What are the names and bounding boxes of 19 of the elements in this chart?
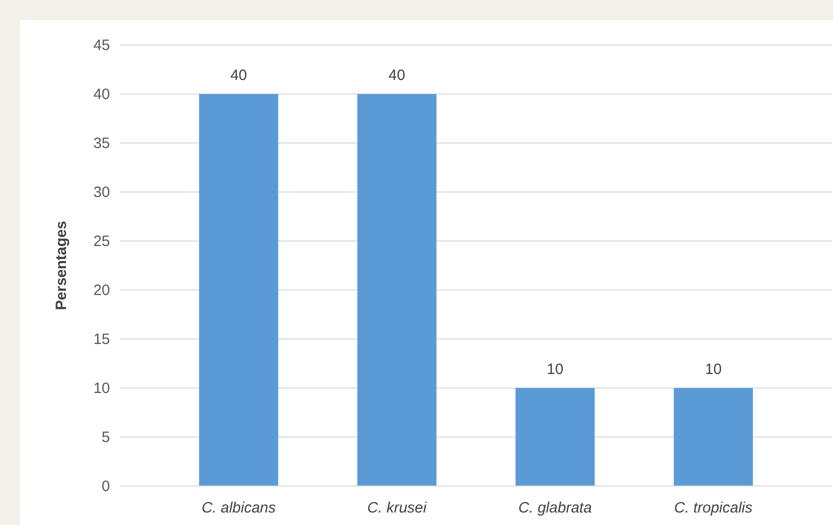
x-tick-label: C. krusei [367, 500, 428, 517]
y-tick-label: 45 [93, 36, 110, 54]
y-tick-label: 5 [102, 428, 110, 446]
data-label: 10 [704, 361, 722, 378]
x-tick-label: C. tropicalis [674, 500, 754, 517]
y-tick-label: 35 [93, 134, 110, 152]
data-label: 40 [388, 67, 406, 84]
y-tick-label: 0 [102, 478, 110, 495]
y-tick-label: 40 [93, 86, 110, 103]
y-tick-label: 15 [93, 330, 110, 348]
x-tick-label: C. glabrata [518, 500, 592, 517]
data-label: 10 [546, 361, 564, 378]
y-axis-title: Persentages [53, 220, 70, 310]
y-tick-label: 20 [93, 282, 110, 299]
data-label: 40 [230, 67, 248, 84]
y-tick-label: 30 [93, 184, 110, 201]
x-tick-label: C. albicans [202, 500, 276, 517]
y-tick-label: 25 [93, 232, 110, 250]
y-tick-label: 10 [93, 380, 110, 397]
